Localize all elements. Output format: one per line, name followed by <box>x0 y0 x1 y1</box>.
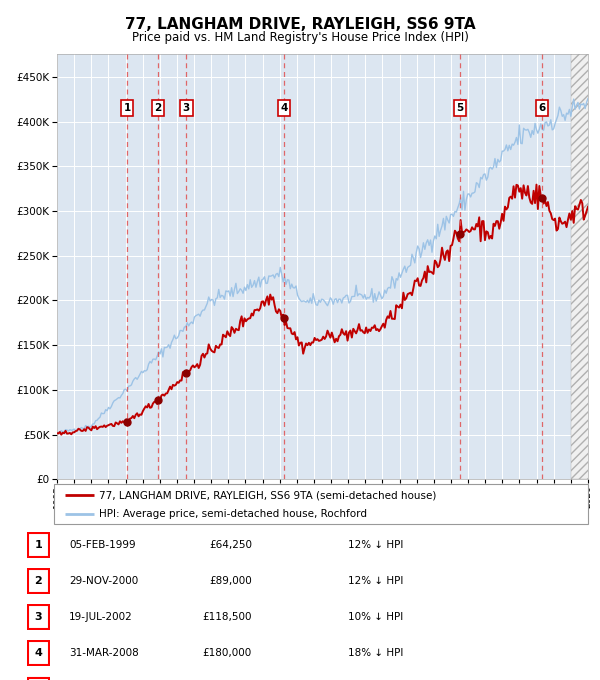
Text: 6: 6 <box>539 103 546 113</box>
Text: 1: 1 <box>124 103 131 113</box>
FancyBboxPatch shape <box>28 677 49 680</box>
Text: 3: 3 <box>35 612 42 622</box>
Text: Price paid vs. HM Land Registry's House Price Index (HPI): Price paid vs. HM Land Registry's House … <box>131 31 469 44</box>
Text: 31-MAR-2008: 31-MAR-2008 <box>69 648 139 658</box>
Text: 77, LANGHAM DRIVE, RAYLEIGH, SS6 9TA (semi-detached house): 77, LANGHAM DRIVE, RAYLEIGH, SS6 9TA (se… <box>100 490 437 500</box>
Text: 12% ↓ HPI: 12% ↓ HPI <box>348 576 403 586</box>
FancyBboxPatch shape <box>28 569 49 593</box>
FancyBboxPatch shape <box>28 641 49 665</box>
Text: 1: 1 <box>35 540 42 550</box>
Text: £64,250: £64,250 <box>209 540 252 550</box>
Text: 19-JUL-2002: 19-JUL-2002 <box>69 612 133 622</box>
FancyBboxPatch shape <box>28 605 49 629</box>
Text: 3: 3 <box>182 103 190 113</box>
Text: 2: 2 <box>154 103 161 113</box>
Text: 2: 2 <box>35 576 42 586</box>
Text: 10% ↓ HPI: 10% ↓ HPI <box>348 612 403 622</box>
Text: £118,500: £118,500 <box>203 612 252 622</box>
Text: HPI: Average price, semi-detached house, Rochford: HPI: Average price, semi-detached house,… <box>100 509 367 519</box>
Text: 05-FEB-1999: 05-FEB-1999 <box>69 540 136 550</box>
Text: 4: 4 <box>280 103 287 113</box>
Text: £89,000: £89,000 <box>209 576 252 586</box>
FancyBboxPatch shape <box>28 533 49 557</box>
Text: 12% ↓ HPI: 12% ↓ HPI <box>348 540 403 550</box>
Text: 77, LANGHAM DRIVE, RAYLEIGH, SS6 9TA: 77, LANGHAM DRIVE, RAYLEIGH, SS6 9TA <box>125 17 475 32</box>
Text: 4: 4 <box>34 648 43 658</box>
Text: 29-NOV-2000: 29-NOV-2000 <box>69 576 138 586</box>
FancyBboxPatch shape <box>54 484 588 524</box>
Text: 5: 5 <box>457 103 464 113</box>
Text: 18% ↓ HPI: 18% ↓ HPI <box>348 648 403 658</box>
Text: £180,000: £180,000 <box>203 648 252 658</box>
